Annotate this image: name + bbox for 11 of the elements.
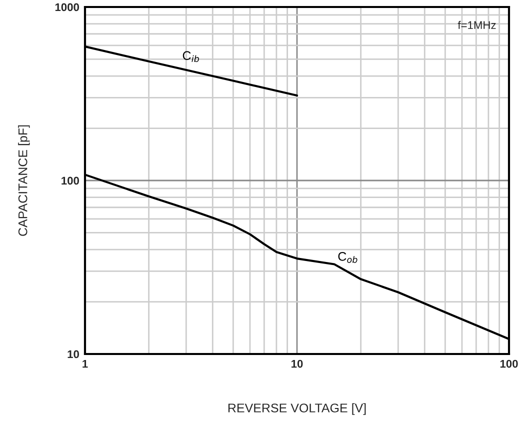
x-axis-title: REVERSE VOLTAGE [V] (228, 403, 366, 415)
y-tick-label: 1000 (55, 3, 79, 12)
y-axis-title: CAPACITANCE [pF] (18, 125, 30, 236)
series-label: C$_{ib}$ (182, 51, 199, 62)
y-tick-label: 10 (68, 350, 79, 358)
annotation: f=1MHz (458, 20, 496, 29)
x-tick-label: 10 (292, 360, 303, 368)
x-tick-label: 100 (500, 360, 518, 368)
x-tick-label: 1 (82, 360, 88, 368)
series-label: C$_{ob}$ (338, 252, 358, 263)
y-tick-label: 100 (62, 176, 79, 185)
